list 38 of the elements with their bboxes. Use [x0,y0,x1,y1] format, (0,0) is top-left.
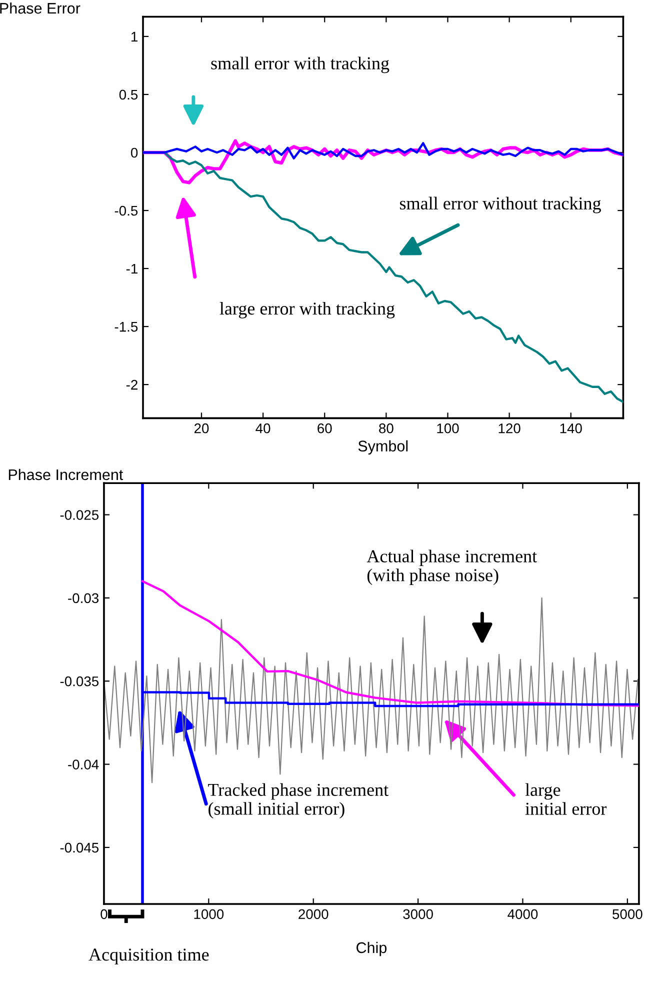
annotation: Actual phase increment (with phase noise) [366,550,537,585]
x-tick-label: 20 [194,423,209,434]
x-axis-title: Chip [356,942,387,956]
x-axis-title: Symbol [358,440,408,455]
x-tick-label: 40 [256,423,270,434]
annotation: small error with tracking [211,56,390,74]
y-tick-label: -1.5 [114,322,138,332]
x-tick-label: 2000 [298,909,328,920]
x-tick-label: 60 [318,423,332,434]
annotation: Tracked phase increment (small initial error) [208,783,388,819]
y-tick-label: -0.04 [68,760,99,770]
x-tick-label: 3000 [403,909,433,920]
x-tick-label: 120 [498,423,520,434]
annotation: large initial error [525,783,607,815]
y-tick-label: 1 [131,32,138,42]
annotation: large error with tracking [220,302,395,318]
y-tick-label: -0.025 [60,510,99,520]
line-series [104,597,638,784]
x-tick-label: 5000 [612,909,642,920]
x-tick-label: 140 [560,423,582,434]
y-axis-title: Phase Error [0,2,80,14]
y-axis-title: Phase Increment [8,468,124,480]
x-tick-label: 1000 [194,909,224,920]
y-tick-label: -0.03 [68,593,99,604]
y-tick-label: 0.5 [119,90,138,100]
y-tick-label: -0.035 [60,676,99,686]
x-tick-label: 4000 [508,909,538,920]
y-tick-label: -0.045 [60,842,99,853]
y-tick-label: 0 [130,148,138,158]
y-tick-label: -1 [126,264,138,274]
x-tick-label: 80 [379,423,394,434]
x-tick-label: 100 [437,423,459,434]
line-series [143,142,624,160]
x-tick-label: 0 [100,909,108,920]
y-tick-label: -0.5 [114,206,138,216]
text: Acquisition time [88,948,209,964]
y-tick-label: -2 [126,380,138,390]
annotation: small error without tracking [400,196,601,214]
